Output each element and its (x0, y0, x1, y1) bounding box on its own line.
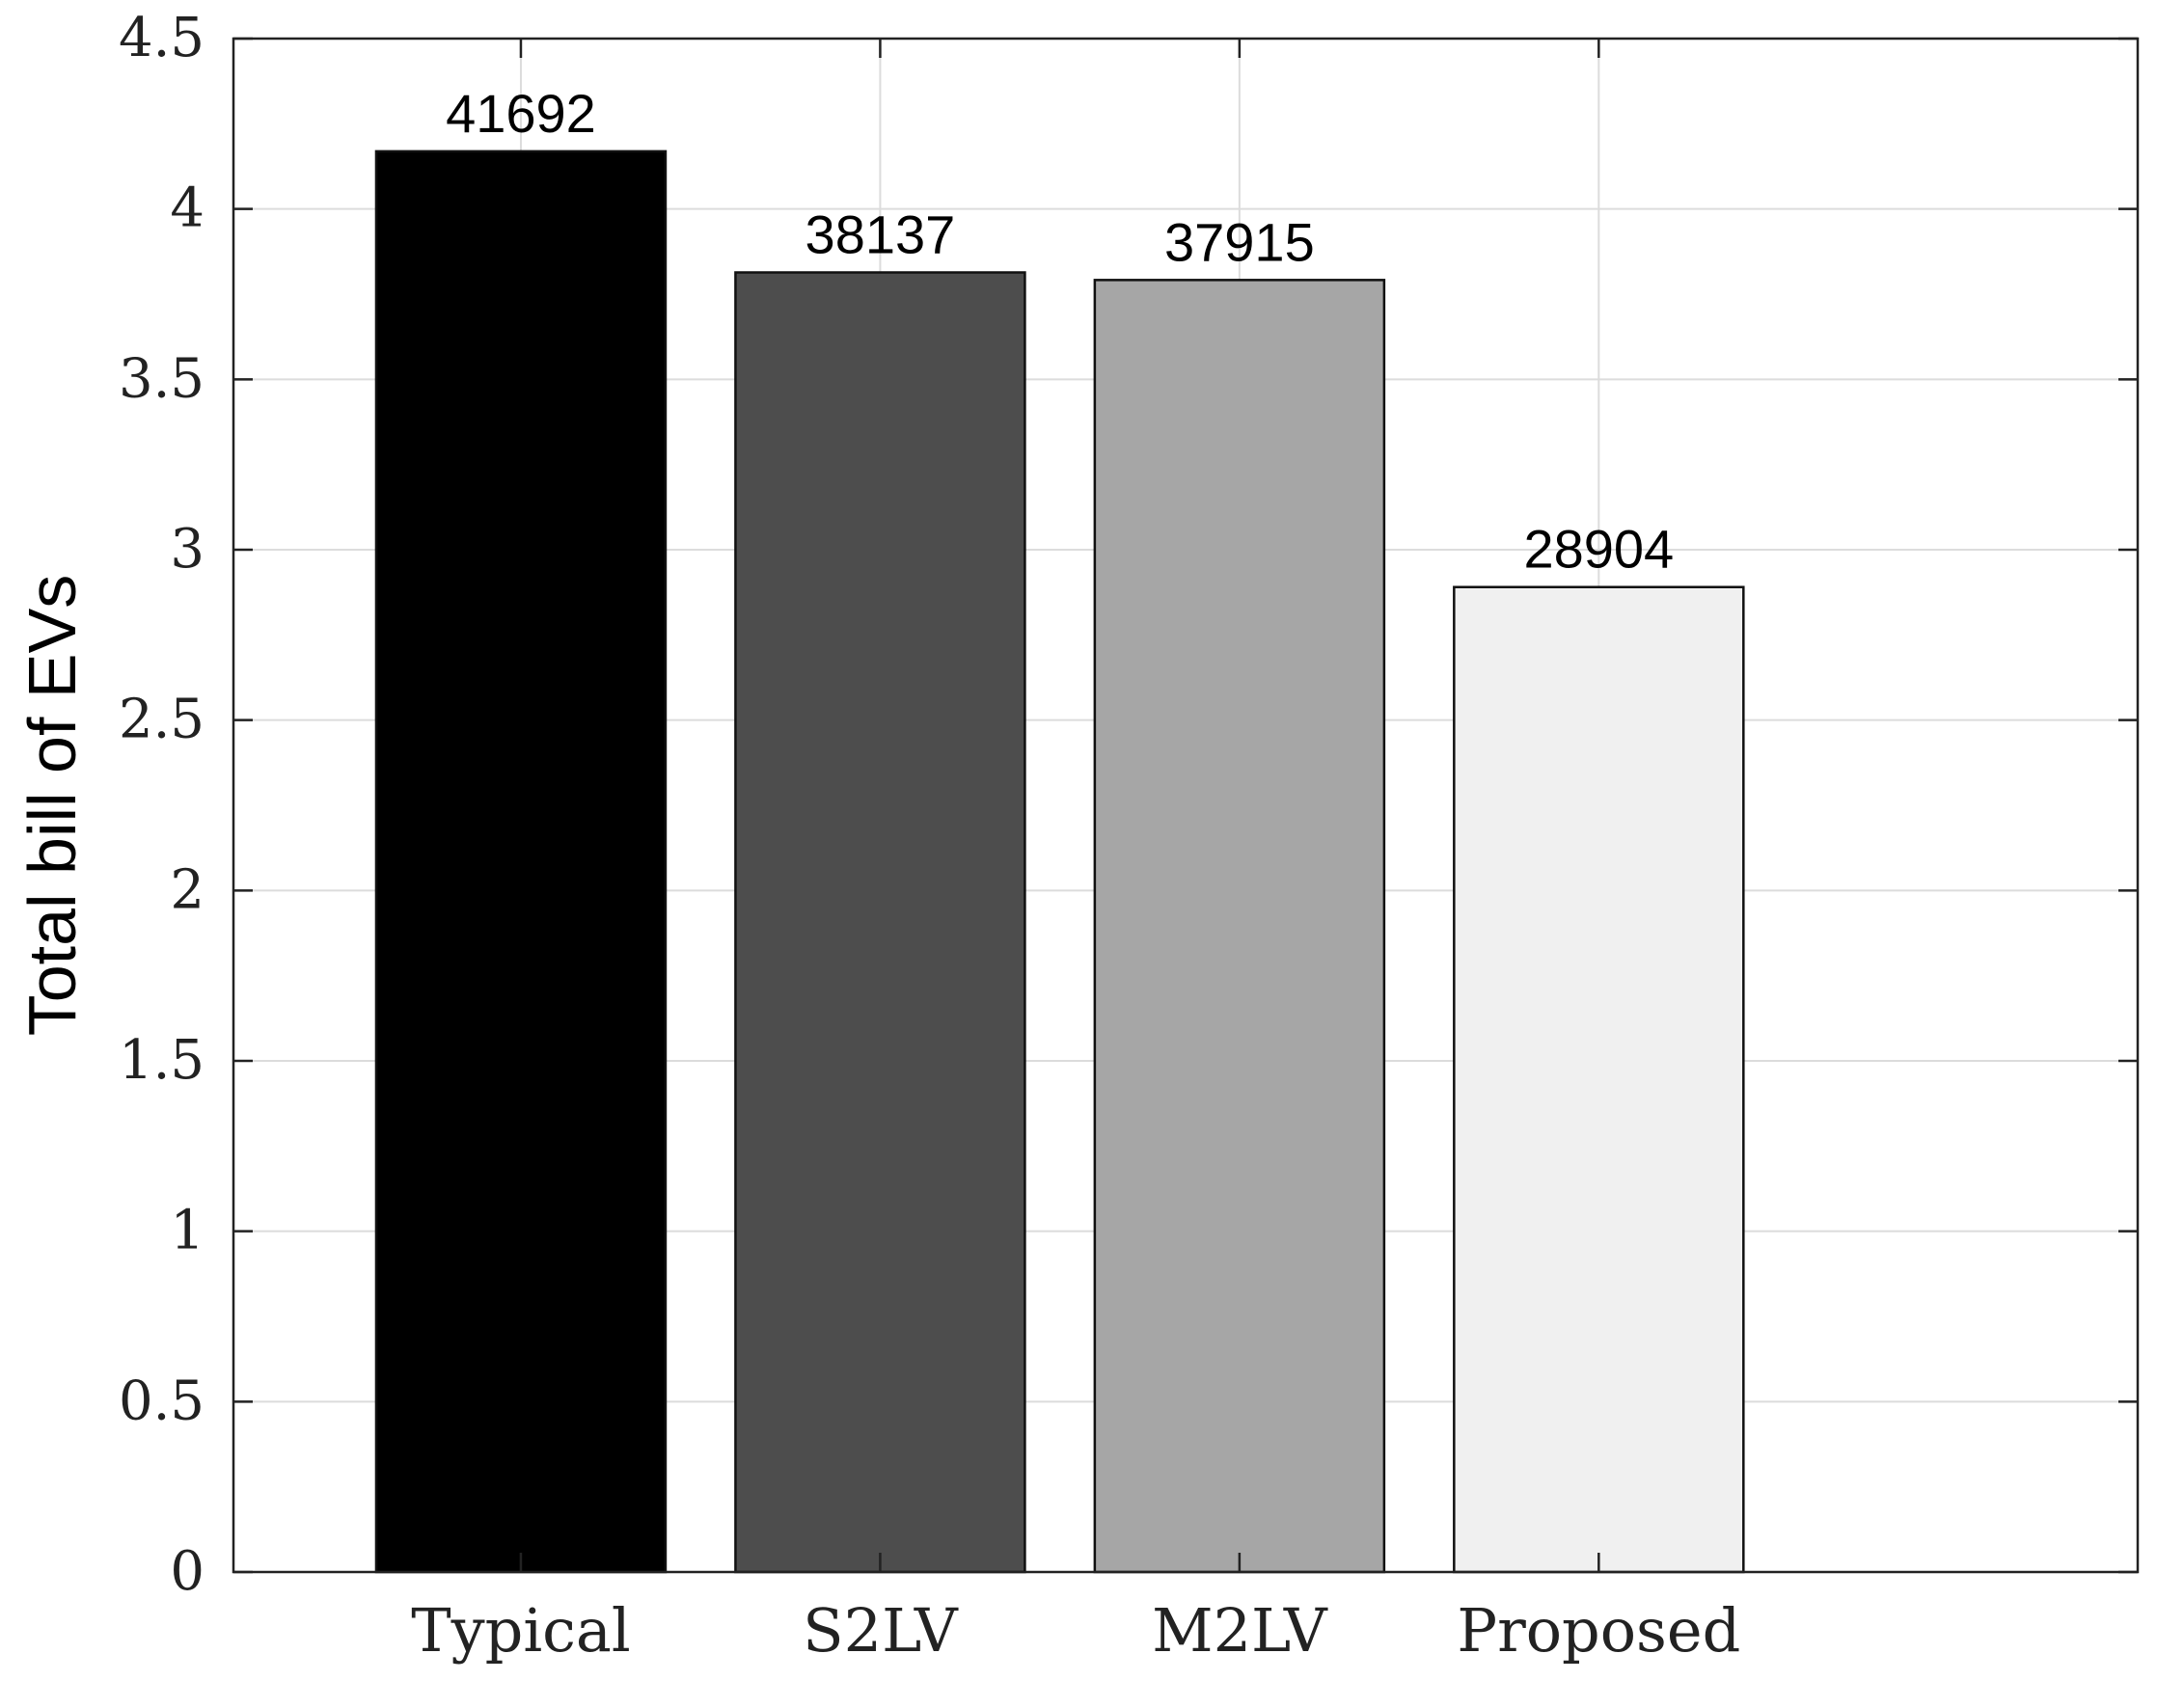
y-tick-label: 3.5 (119, 347, 205, 410)
y-tick-label: 0.5 (119, 1369, 205, 1432)
data-label: 41692 (446, 83, 596, 144)
plot-frame (232, 37, 2140, 1574)
x-tick-label: Typical (411, 1595, 630, 1666)
y-tick-label: 2.5 (119, 689, 205, 751)
axes (232, 37, 2140, 1574)
bar-typical (374, 149, 668, 1574)
bar-proposed (1453, 585, 1745, 1574)
y-tick-label: 0 (170, 1540, 205, 1603)
data-label: 37915 (1164, 211, 1315, 272)
x-tick-label: Proposed (1457, 1595, 1740, 1666)
data-label: 28904 (1523, 519, 1674, 580)
y-tick-label: 4.5 (119, 7, 205, 69)
bar-m2lv (1093, 279, 1386, 1574)
y-tick-label: 3 (170, 518, 205, 581)
y-tick-label: 4 (170, 177, 205, 240)
data-label: 38137 (805, 203, 956, 264)
bar-s2lv (734, 271, 1026, 1574)
y-tick-label: 1.5 (119, 1029, 205, 1092)
y-tick-label: 2 (170, 858, 205, 921)
y-axis-title: Total bill of EVs (14, 575, 90, 1037)
x-tick-label: M2LV (1152, 1595, 1328, 1666)
y-tick-label: 1 (170, 1200, 205, 1262)
labels: 41692 38137 37915 28904 0 0.5 1 1.5 2 2.5 3 3.5 4 4.5… (14, 7, 1740, 1666)
bars (374, 149, 1745, 1574)
x-tick-label: S2LV (803, 1595, 959, 1666)
